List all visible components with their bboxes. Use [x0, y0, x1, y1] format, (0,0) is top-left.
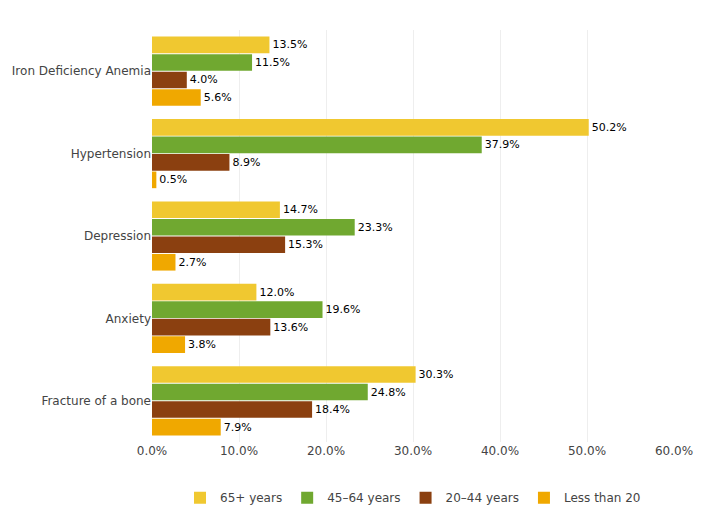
svg-text:65+ years: 65+ years [220, 491, 282, 505]
svg-text:8.9%: 8.9% [232, 156, 260, 169]
svg-text:4.0%: 4.0% [190, 73, 218, 86]
svg-text:0.0%: 0.0% [137, 444, 168, 458]
svg-text:0.5%: 0.5% [159, 173, 187, 186]
svg-text:11.5%: 11.5% [255, 56, 290, 69]
svg-text:19.6%: 19.6% [326, 303, 361, 316]
svg-text:45–64 years: 45–64 years [327, 491, 400, 505]
svg-text:14.7%: 14.7% [283, 203, 318, 216]
svg-text:30.0%: 30.0% [394, 444, 432, 458]
svg-text:10.0%: 10.0% [220, 444, 258, 458]
svg-text:7.9%: 7.9% [224, 421, 252, 434]
svg-text:3.8%: 3.8% [188, 338, 216, 351]
svg-text:Hypertension: Hypertension [71, 147, 151, 161]
svg-text:50.0%: 50.0% [568, 444, 606, 458]
svg-text:18.4%: 18.4% [315, 403, 350, 416]
svg-text:Less than 20: Less than 20 [564, 491, 641, 505]
svg-text:Iron Deficiency Anemia: Iron Deficiency Anemia [12, 64, 151, 78]
svg-text:13.6%: 13.6% [273, 321, 308, 334]
svg-text:Anxiety: Anxiety [106, 312, 151, 326]
svg-text:12.0%: 12.0% [259, 286, 294, 299]
svg-text:5.6%: 5.6% [204, 91, 232, 104]
svg-text:40.0%: 40.0% [481, 444, 519, 458]
svg-text:30.3%: 30.3% [419, 368, 454, 381]
svg-text:24.8%: 24.8% [371, 386, 406, 399]
svg-text:37.9%: 37.9% [485, 138, 520, 151]
svg-text:13.5%: 13.5% [272, 38, 307, 51]
svg-text:15.3%: 15.3% [288, 238, 323, 251]
svg-text:50.2%: 50.2% [592, 121, 627, 134]
svg-text:2.7%: 2.7% [178, 256, 206, 269]
svg-text:Fracture of a bone: Fracture of a bone [41, 394, 151, 408]
svg-text:20.0%: 20.0% [307, 444, 345, 458]
svg-text:23.3%: 23.3% [358, 221, 393, 234]
svg-text:60.0%: 60.0% [655, 444, 693, 458]
svg-text:20–44 years: 20–44 years [446, 491, 519, 505]
svg-text:Depression: Depression [84, 229, 151, 243]
